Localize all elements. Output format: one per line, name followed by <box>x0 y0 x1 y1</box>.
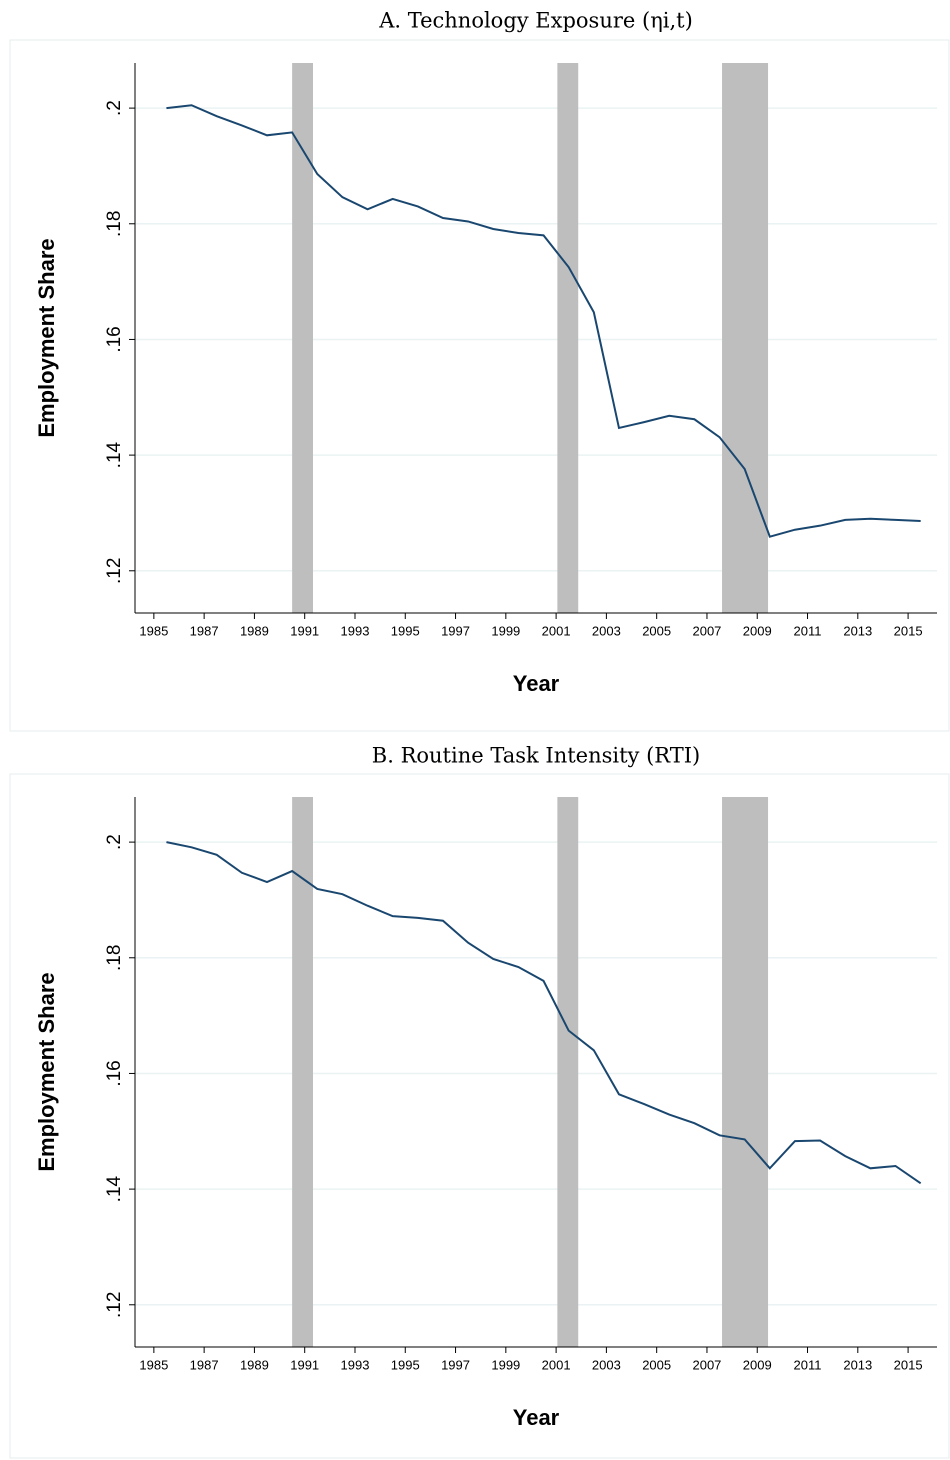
x-axis-label: Year <box>513 671 560 696</box>
x-tick-label: 1987 <box>190 623 219 638</box>
recession-band <box>292 797 313 1347</box>
recession-band <box>557 63 579 613</box>
x-tick-label: 2009 <box>743 623 772 638</box>
x-tick-label: 1989 <box>240 623 269 638</box>
y-axis-label: Employment Share <box>34 238 59 437</box>
x-tick-label: 1995 <box>391 1357 420 1372</box>
x-tick-label: 2011 <box>794 623 822 638</box>
recession-band <box>722 63 769 613</box>
panel-frame <box>9 39 950 732</box>
recession-band <box>557 797 579 1347</box>
y-tick-label: .16 <box>104 1060 125 1086</box>
x-tick-label: 2011 <box>794 1357 822 1372</box>
x-tick-label: 2003 <box>592 1357 621 1372</box>
x-tick-label: 2013 <box>843 623 872 638</box>
series-line <box>166 104 921 538</box>
x-tick-label: 1999 <box>491 1357 520 1372</box>
x-tick-label: 2009 <box>743 1357 772 1372</box>
x-tick-label: 1987 <box>190 1357 219 1372</box>
recession-band <box>292 63 313 613</box>
recession-band <box>722 797 769 1347</box>
x-tick-label: 2001 <box>542 1357 571 1372</box>
x-tick-label: 1991 <box>290 1357 319 1372</box>
x-tick-label: 2015 <box>894 1357 923 1372</box>
x-tick-label: 2001 <box>542 623 571 638</box>
panel-frame <box>9 773 950 1459</box>
y-axis-label: Employment Share <box>34 972 59 1171</box>
y-tick-label: .18 <box>104 211 125 237</box>
x-tick-label: 1985 <box>139 623 168 638</box>
y-tick-label: .2 <box>104 834 125 850</box>
x-tick-label: 1995 <box>391 623 420 638</box>
y-tick-label: .18 <box>104 945 125 971</box>
x-tick-label: 2005 <box>642 1357 671 1372</box>
x-tick-label: 2013 <box>843 1357 872 1372</box>
series-line <box>166 841 922 1185</box>
x-tick-label: 1997 <box>441 1357 470 1372</box>
y-tick-label: .16 <box>104 326 125 352</box>
chart-title: B. Routine Task Intensity (RTI) <box>372 744 700 768</box>
y-tick-label: .14 <box>104 1175 125 1202</box>
x-tick-label: 2007 <box>692 623 721 638</box>
chart-title: A. Technology Exposure (ηi,t) <box>378 9 693 33</box>
x-tick-label: 2015 <box>894 623 923 638</box>
x-tick-label: 2003 <box>592 623 621 638</box>
y-tick-label: .12 <box>104 1292 125 1318</box>
x-tick-label: 1993 <box>341 623 370 638</box>
x-tick-label: 1989 <box>240 1357 269 1372</box>
y-tick-label: .12 <box>104 558 125 584</box>
x-tick-label: 1985 <box>139 1357 168 1372</box>
x-tick-label: 2005 <box>642 623 671 638</box>
x-tick-label: 1993 <box>341 1357 370 1372</box>
x-tick-label: 2007 <box>692 1357 721 1372</box>
x-tick-label: 1991 <box>290 623 319 638</box>
x-tick-label: 1997 <box>441 623 470 638</box>
x-axis-label: Year <box>513 1405 560 1430</box>
y-tick-label: .14 <box>104 441 125 468</box>
y-tick-label: .2 <box>104 100 125 116</box>
x-tick-label: 1999 <box>491 623 520 638</box>
